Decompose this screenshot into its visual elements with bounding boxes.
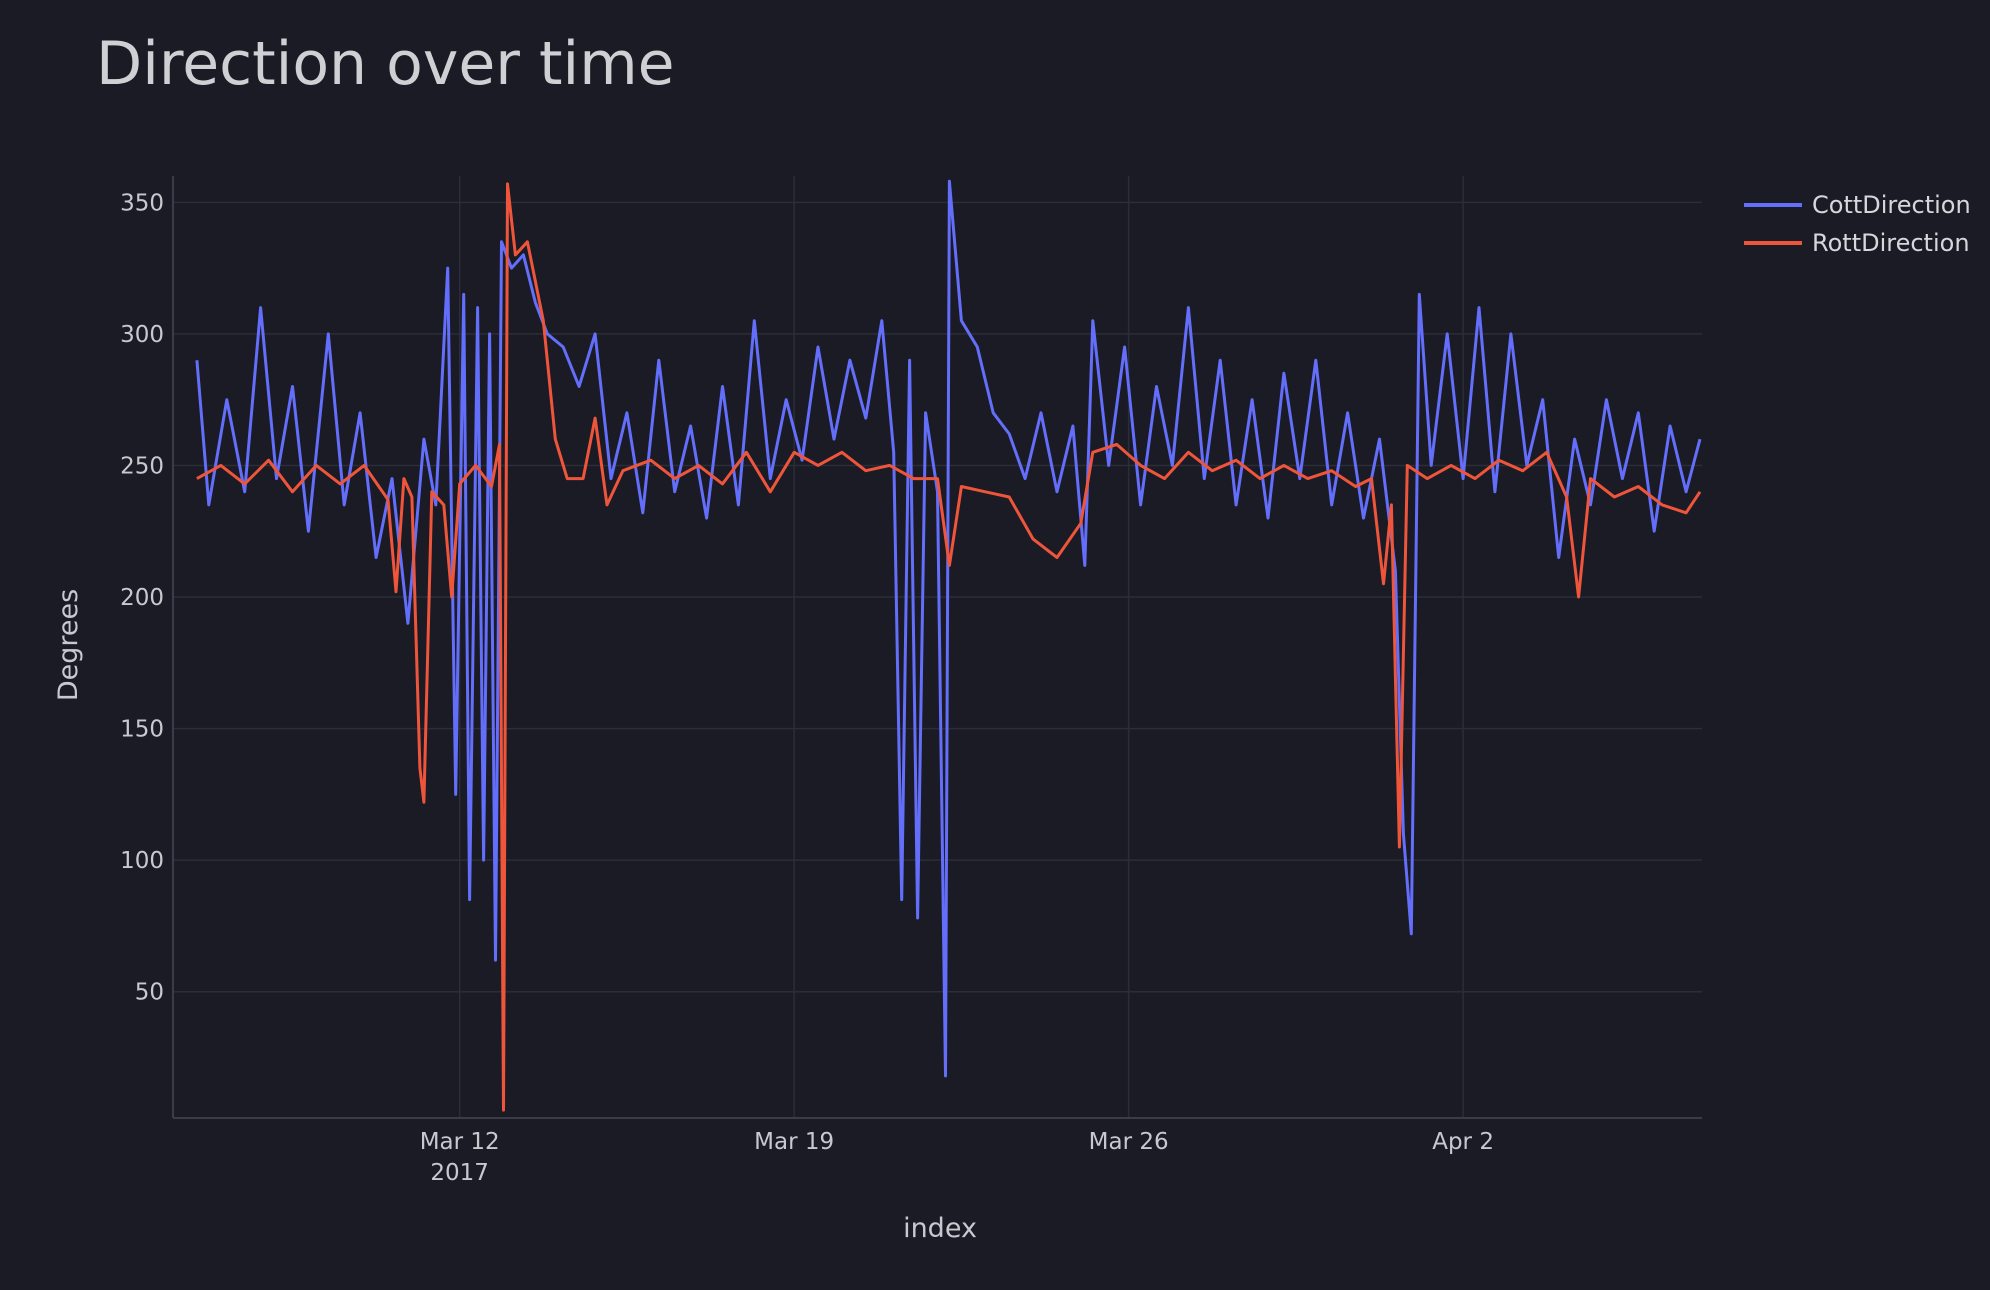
x-axis-label: index — [903, 1213, 977, 1244]
y-tick-label: 150 — [120, 717, 164, 743]
y-tick-label: 300 — [120, 322, 164, 348]
legend[interactable]: CottDirection RottDirection — [1744, 191, 1971, 257]
legend-item-cottdirection[interactable]: CottDirection — [1744, 191, 1971, 219]
x-tick-label: Apr 2 — [1432, 1129, 1494, 1155]
y-axis-label: Degrees — [53, 589, 84, 701]
series-line-cottdirection — [195, 179, 1702, 1078]
y-tick-label: 250 — [120, 453, 164, 479]
series-lines — [195, 179, 1702, 1112]
gridlines — [173, 176, 1702, 1118]
x-tick-label: Mar 12 — [420, 1129, 500, 1155]
y-tick-label: 100 — [120, 848, 164, 874]
x-tick-label: Mar 19 — [754, 1129, 834, 1155]
y-axis-ticks: 50 100 150 200 250 300 350 — [120, 190, 164, 1005]
legend-item-rottdirection[interactable]: RottDirection — [1744, 229, 1970, 257]
legend-label: RottDirection — [1812, 229, 1970, 257]
x-tick-sublabel: 2017 — [430, 1160, 489, 1186]
y-tick-label: 350 — [120, 190, 164, 216]
y-tick-label: 200 — [120, 585, 164, 611]
y-tick-label: 50 — [135, 980, 164, 1006]
legend-label: CottDirection — [1812, 191, 1971, 219]
x-axis-ticks: Mar 12 2017 Mar 19 Mar 26 Apr 2 — [420, 1129, 1494, 1186]
series-line-rottdirection — [196, 182, 1702, 1112]
chart-title: Direction over time — [96, 29, 675, 99]
x-tick-label: Mar 26 — [1089, 1129, 1169, 1155]
